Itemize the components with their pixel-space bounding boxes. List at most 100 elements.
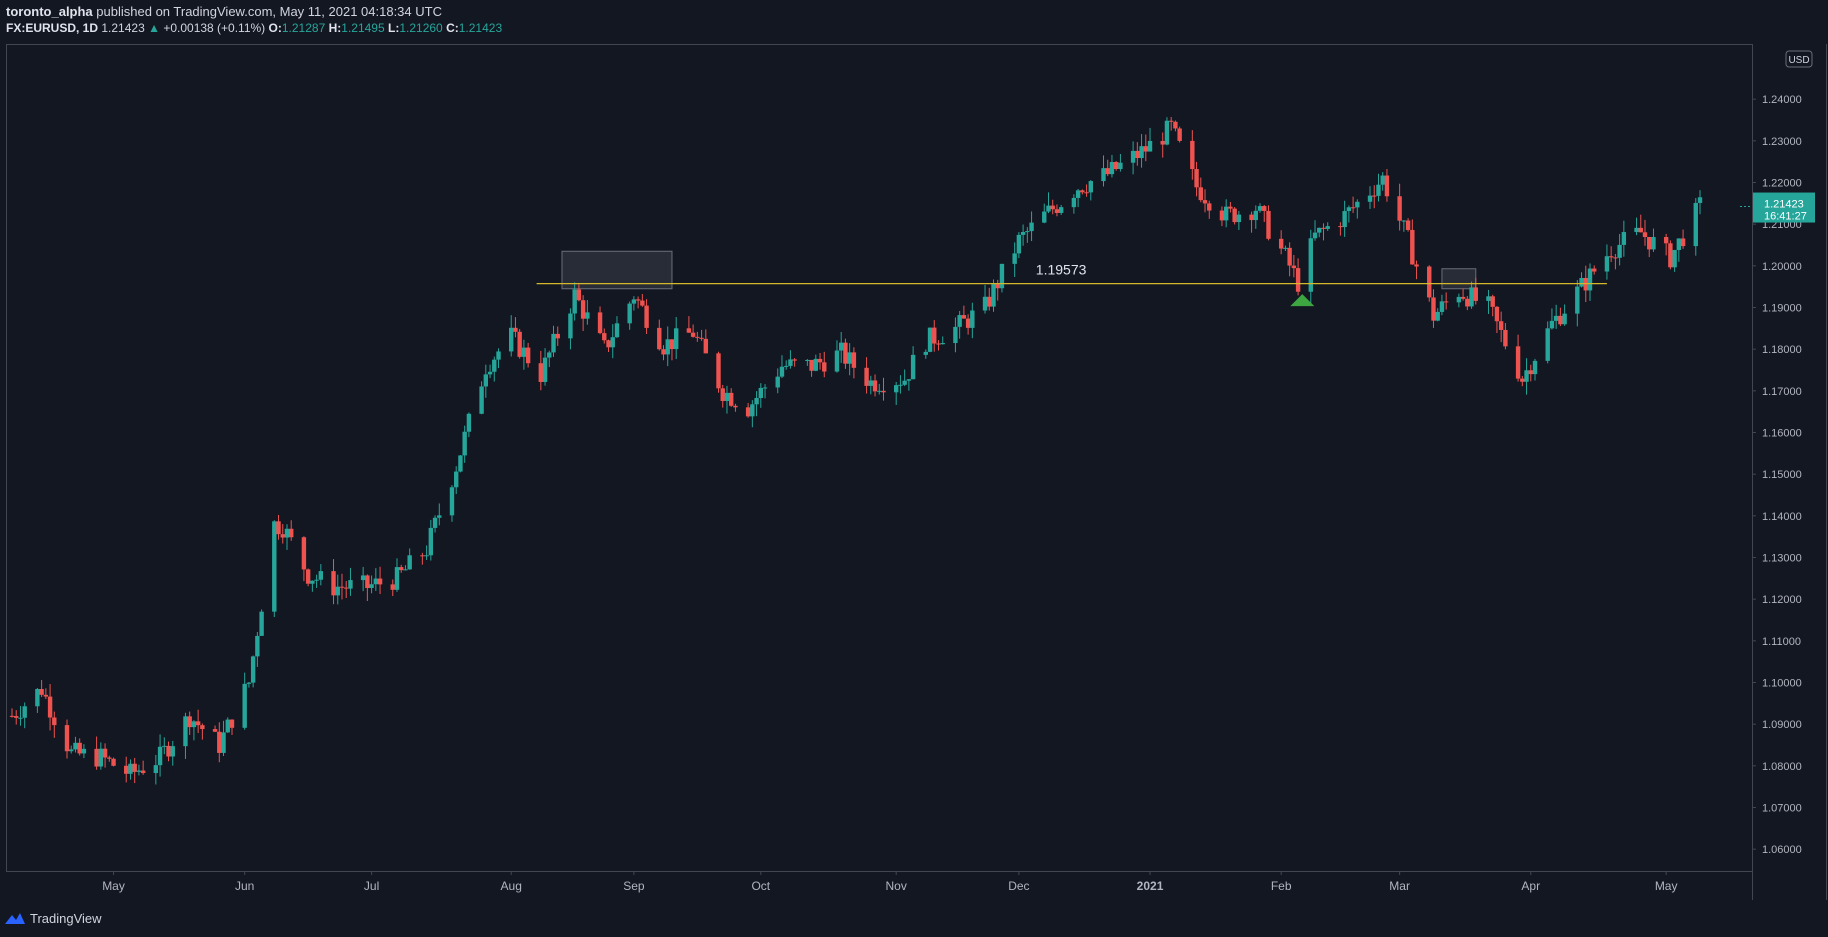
candle-body: [1046, 205, 1051, 212]
candle-body: [1520, 378, 1525, 382]
candle-body: [212, 729, 218, 732]
candle-body: [1266, 210, 1271, 239]
candle-body: [255, 635, 260, 657]
time-tick-label: Feb: [1271, 879, 1292, 893]
candles[interactable]: [9, 117, 1703, 785]
candle-body: [1553, 315, 1559, 321]
candle-body: [868, 380, 874, 386]
candle-body: [965, 318, 971, 328]
price-tick-label: 1.16000: [1762, 428, 1802, 440]
candle-body: [1498, 321, 1504, 330]
high-label: H:: [328, 21, 342, 35]
candle-body: [191, 721, 197, 728]
candle-body: [1143, 146, 1148, 152]
candle-body: [521, 347, 527, 357]
candle-body: [953, 326, 958, 344]
candle-body: [1071, 197, 1077, 208]
candle-body: [1139, 146, 1144, 159]
time-axis[interactable]: May Jun Jul Aug Sep Oct Nov Dec 2021 Feb Mar Apr May: [102, 871, 1677, 893]
candle-body: [1524, 370, 1529, 382]
candle-body: [1372, 195, 1377, 197]
candle-body: [1693, 202, 1698, 247]
brand-name: TradingView: [30, 910, 102, 926]
price-change: +0.00138 (+0.11%): [163, 21, 266, 35]
candle-body: [98, 748, 104, 767]
price-tick-label: 1.08000: [1762, 761, 1802, 773]
price-axis[interactable]: 1.240001.230001.220001.210001.200001.190…: [1752, 50, 1813, 856]
candle-body: [695, 336, 700, 338]
candle-body: [1312, 232, 1318, 239]
candle-body: [733, 405, 738, 408]
candle-body: [77, 742, 82, 754]
candle-body: [809, 359, 814, 371]
candle-body: [1651, 237, 1656, 250]
candle-body: [170, 746, 175, 757]
candle-body: [851, 352, 857, 368]
candle-body: [1621, 232, 1627, 245]
candle-body: [399, 567, 404, 571]
time-tick-label: May: [1655, 879, 1678, 893]
candle-body: [627, 303, 632, 324]
candle-body: [758, 387, 764, 398]
price-tick-label: 1.09000: [1762, 719, 1802, 731]
price-tick-label: 1.14000: [1762, 511, 1802, 523]
highlight-box: [561, 250, 673, 290]
candle-body: [437, 515, 442, 518]
candle-body: [775, 376, 780, 388]
candle-body: [762, 387, 768, 389]
open-value: 1.21287: [281, 21, 326, 35]
candle-body: [289, 528, 294, 538]
candle-body: [699, 337, 704, 339]
candle-body: [157, 746, 163, 766]
candle-body: [1469, 287, 1474, 307]
candle-body: [585, 312, 590, 319]
candle-body: [221, 732, 226, 753]
candle-body: [991, 284, 996, 307]
candle-body: [52, 717, 57, 726]
candle-body: [1515, 346, 1521, 379]
candle-body: [805, 359, 810, 361]
candle-body: [893, 385, 899, 393]
candle-body: [69, 749, 74, 752]
current-price-badge: [1753, 192, 1815, 223]
ohlc-legend: FX:EURUSD, 1D 1.21423 ▲ +0.00138 (+0.11%…: [6, 21, 502, 37]
candle-body: [838, 342, 844, 351]
candle-body: [1338, 226, 1343, 228]
candle-body: [1397, 196, 1402, 221]
candle-body: [140, 770, 146, 774]
candle-body: [1113, 161, 1119, 170]
price-tick-label: 1.11000: [1762, 636, 1801, 648]
candle-body: [284, 528, 290, 538]
footer-brand[interactable]: TradingView: [4, 908, 102, 928]
low-value: 1.21260: [399, 21, 443, 35]
candle-body: [73, 742, 78, 750]
tradingview-logo-icon: [5, 913, 25, 924]
candle-body: [902, 380, 907, 385]
support-level[interactable]: 1.19573: [536, 262, 1607, 307]
candle-body: [822, 362, 827, 372]
candle-body: [509, 327, 514, 352]
candle-body: [424, 555, 429, 557]
candle-body: [1160, 140, 1165, 145]
candle-body: [728, 392, 734, 406]
candle-body: [1663, 237, 1669, 244]
close-label: C:: [446, 21, 459, 35]
candle-body: [872, 380, 878, 392]
candle-body: [43, 694, 49, 697]
low-label: L:: [388, 21, 400, 35]
author-name[interactable]: toronto_alpha: [6, 4, 93, 19]
open-label: O:: [268, 21, 282, 35]
candle-body: [1456, 296, 1462, 303]
candle-body: [195, 721, 201, 726]
candle-body: [1249, 214, 1254, 221]
candle-body: [335, 586, 340, 596]
candle-body: [1486, 296, 1491, 301]
candle-body: [1647, 236, 1652, 250]
candle-body: [428, 527, 434, 556]
candle-body: [94, 748, 99, 767]
price-tick-label: 1.15000: [1762, 469, 1802, 481]
candle-body: [280, 534, 285, 538]
candle-body: [377, 578, 383, 585]
